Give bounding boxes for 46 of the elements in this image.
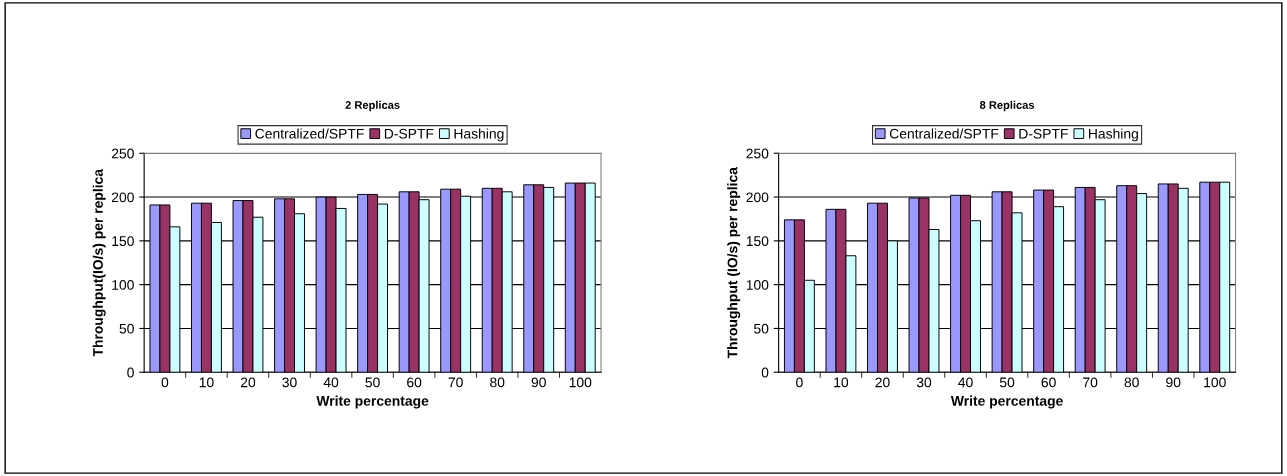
x-tick-label: 30 xyxy=(916,377,932,388)
x-tick-label: 0 xyxy=(796,377,803,388)
x-tick-label: 90 xyxy=(531,377,546,388)
y-tick-label: 0 xyxy=(127,367,134,378)
legend-label: Centralized/SPTF xyxy=(889,128,999,139)
x-tick-label: 50 xyxy=(999,377,1015,388)
legend-label: D-SPTF xyxy=(384,128,434,139)
x-axis-title: Write percentage xyxy=(950,395,1063,409)
x-tick-label: 20 xyxy=(875,377,890,388)
y-tick-label: 100 xyxy=(112,279,134,290)
legend-label: Hashing xyxy=(454,128,504,142)
x-tick-label: 70 xyxy=(448,377,463,388)
y-tick-label: 200 xyxy=(111,192,134,203)
x-axis-title: Write percentage xyxy=(316,395,429,409)
y-tick-label: 250 xyxy=(111,148,134,159)
x-tick-label: 30 xyxy=(282,377,297,388)
y-tick-label: 50 xyxy=(119,323,134,334)
x-tick-label: 60 xyxy=(407,377,422,388)
y-tick-label: 200 xyxy=(746,192,769,203)
x-tick-label: 10 xyxy=(834,377,849,388)
x-tick-label: 40 xyxy=(958,377,973,388)
legend-label: Hashing xyxy=(1089,128,1138,142)
x-tick-label: 70 xyxy=(1083,377,1098,388)
x-tick-label: 20 xyxy=(240,377,256,388)
x-tick-label: 80 xyxy=(490,377,505,388)
x-tick-label: 80 xyxy=(1124,377,1139,388)
x-tick-label: 0 xyxy=(161,377,169,388)
x-tick-label: 50 xyxy=(365,377,380,388)
y-tick-label: 150 xyxy=(746,236,769,247)
x-tick-label: 90 xyxy=(1166,377,1181,388)
x-tick-label: 100 xyxy=(1204,377,1226,388)
y-tick-label: 0 xyxy=(761,367,769,378)
x-tick-label: 60 xyxy=(1041,377,1056,388)
y-axis-title: Throughput(IO/s) per replica xyxy=(92,168,106,357)
chart-title: 2 Replicas xyxy=(345,100,400,112)
legend-label: D-SPTF xyxy=(1019,128,1068,139)
y-tick-label: 250 xyxy=(746,148,769,159)
chart-title: 8 Replicas xyxy=(979,100,1035,112)
y-tick-label: 150 xyxy=(112,236,134,247)
x-tick-label: 40 xyxy=(323,377,339,388)
legend-label: Centralized/SPTF xyxy=(255,128,364,139)
x-tick-label: 100 xyxy=(569,377,592,388)
y-tick-label: 50 xyxy=(754,323,769,334)
y-tick-label: 100 xyxy=(746,279,769,290)
y-axis-title: Throughput (IO/s) per replica xyxy=(727,166,741,359)
x-tick-label: 10 xyxy=(199,377,214,388)
